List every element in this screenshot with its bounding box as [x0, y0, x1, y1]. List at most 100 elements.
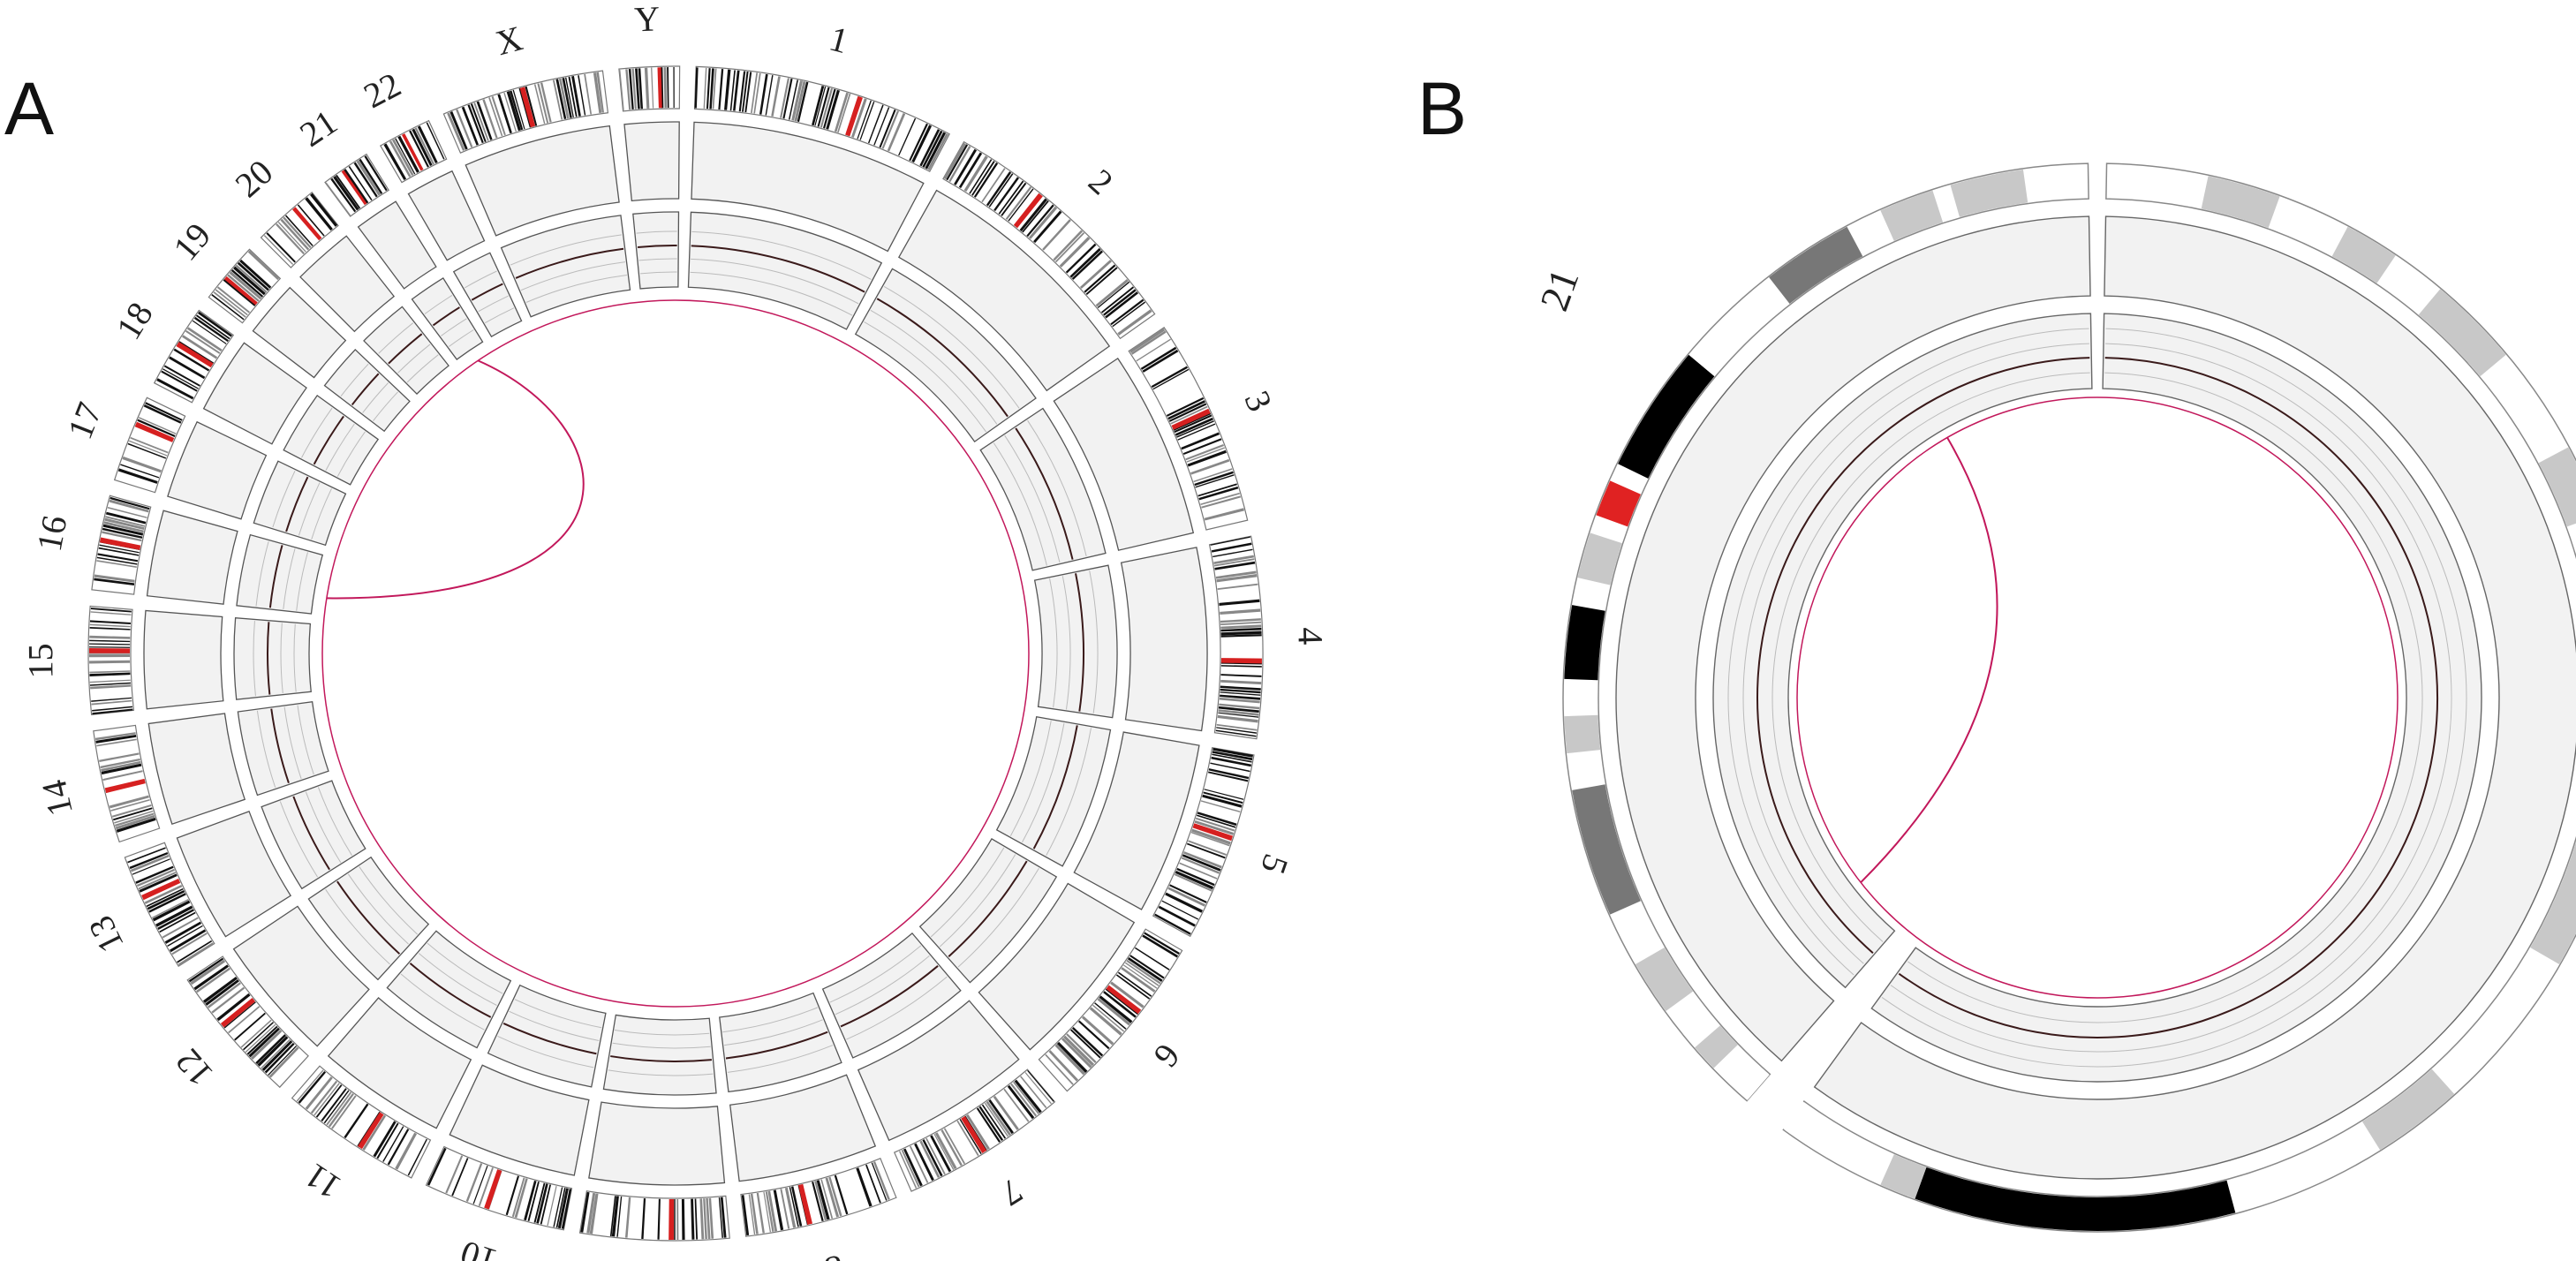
inner-data-track [1033, 564, 1118, 719]
chromosome-label-11: 11 [298, 1156, 348, 1208]
cytoband [1950, 169, 2028, 217]
track-line [418, 953, 497, 1006]
cytoband [1151, 366, 1188, 389]
cytoband [111, 804, 152, 818]
cytoband [89, 670, 131, 674]
chromosome-label-17: 17 [59, 396, 110, 444]
chromosome-6: 6 [918, 838, 1188, 1092]
track-line [514, 999, 602, 1029]
cytoband [922, 1139, 943, 1177]
cytoband [1577, 532, 1622, 585]
cytoband [143, 404, 182, 424]
cytoband [976, 1107, 1001, 1143]
cytoband [506, 91, 521, 132]
cytoband [264, 1042, 295, 1074]
centromere-band [657, 67, 662, 109]
cytoband [1195, 474, 1235, 488]
cytoband [173, 348, 210, 372]
cytoband [1095, 278, 1129, 307]
cytoband [1220, 618, 1261, 623]
cytoband [169, 356, 206, 380]
cytoband [978, 1106, 1004, 1141]
cytoband [524, 1180, 537, 1221]
cytoband [95, 735, 137, 744]
cytoband [941, 1129, 963, 1167]
cytoband [657, 1198, 661, 1240]
cytoband [465, 1163, 483, 1202]
outer-data-track [465, 125, 620, 237]
cytoband [138, 417, 177, 434]
cytoband [353, 162, 378, 198]
track-line [724, 1019, 823, 1046]
cytoband [1020, 1076, 1047, 1109]
cytoband [92, 708, 133, 715]
chromosome-label-5: 5 [1253, 849, 1296, 880]
chromosome-label-1: 1 [826, 19, 853, 62]
outer-data-track [176, 810, 292, 938]
cytoband [162, 368, 199, 389]
track-line [283, 706, 302, 780]
cytoband [943, 1128, 966, 1165]
cytoband [414, 127, 435, 165]
inner-data-track [411, 276, 484, 360]
cytoband [533, 84, 546, 125]
track-line [1032, 725, 1078, 849]
track-line [378, 322, 414, 354]
track-line [484, 307, 515, 324]
cytoband [514, 1178, 528, 1219]
cytoband [1048, 1050, 1079, 1082]
track-line [305, 791, 342, 864]
cytoband [555, 1188, 566, 1228]
inner-data-track [1712, 313, 2093, 989]
cytoband [89, 660, 131, 664]
cytoband [1211, 756, 1252, 767]
cytoband [1198, 486, 1239, 501]
cytoband [699, 1198, 705, 1240]
cytoband [230, 268, 264, 298]
chromosome-12: 12 [168, 856, 430, 1094]
cytoband [186, 327, 223, 352]
cytoband [1220, 691, 1261, 696]
cytoband [586, 1192, 596, 1234]
cytoband [268, 1046, 298, 1076]
cytoband [1220, 665, 1262, 668]
cytoband [245, 1023, 276, 1053]
track-line [727, 1045, 834, 1073]
chromosome-label-20: 20 [228, 152, 281, 205]
cytoband [1001, 182, 1027, 216]
cytoband [1564, 714, 1601, 754]
inner-data-track [719, 992, 842, 1093]
cytoband [782, 78, 793, 119]
outer-data-track [1615, 215, 2091, 1062]
cytoband [568, 76, 578, 117]
cytoband [321, 1088, 347, 1122]
track-line [253, 621, 256, 697]
cytoband [674, 1198, 676, 1240]
cytoband [216, 993, 251, 1022]
track-line [1046, 728, 1092, 856]
cytoband [234, 1012, 266, 1041]
cytoband [277, 222, 306, 253]
cytoband [115, 814, 155, 830]
cytoband [553, 1187, 563, 1227]
outer-data-track [143, 609, 224, 710]
cytoband [1169, 884, 1207, 903]
cytoband [763, 1191, 772, 1233]
cytoband [1175, 417, 1213, 436]
cytoband [117, 468, 158, 484]
track-line [691, 245, 865, 293]
cytoband [856, 1167, 873, 1207]
cytoband [773, 1189, 784, 1231]
cytoband [91, 699, 132, 706]
cytoband [564, 77, 574, 118]
cytoband [1572, 784, 1641, 915]
cytoband [1061, 1038, 1092, 1068]
track-line [614, 1029, 710, 1036]
cytoband [96, 560, 137, 568]
cytoband [784, 1187, 797, 1228]
track-line [639, 271, 677, 275]
track-line [373, 391, 398, 422]
cytoband [461, 106, 480, 146]
cytoband [182, 335, 218, 359]
cytoband [1212, 747, 1253, 758]
